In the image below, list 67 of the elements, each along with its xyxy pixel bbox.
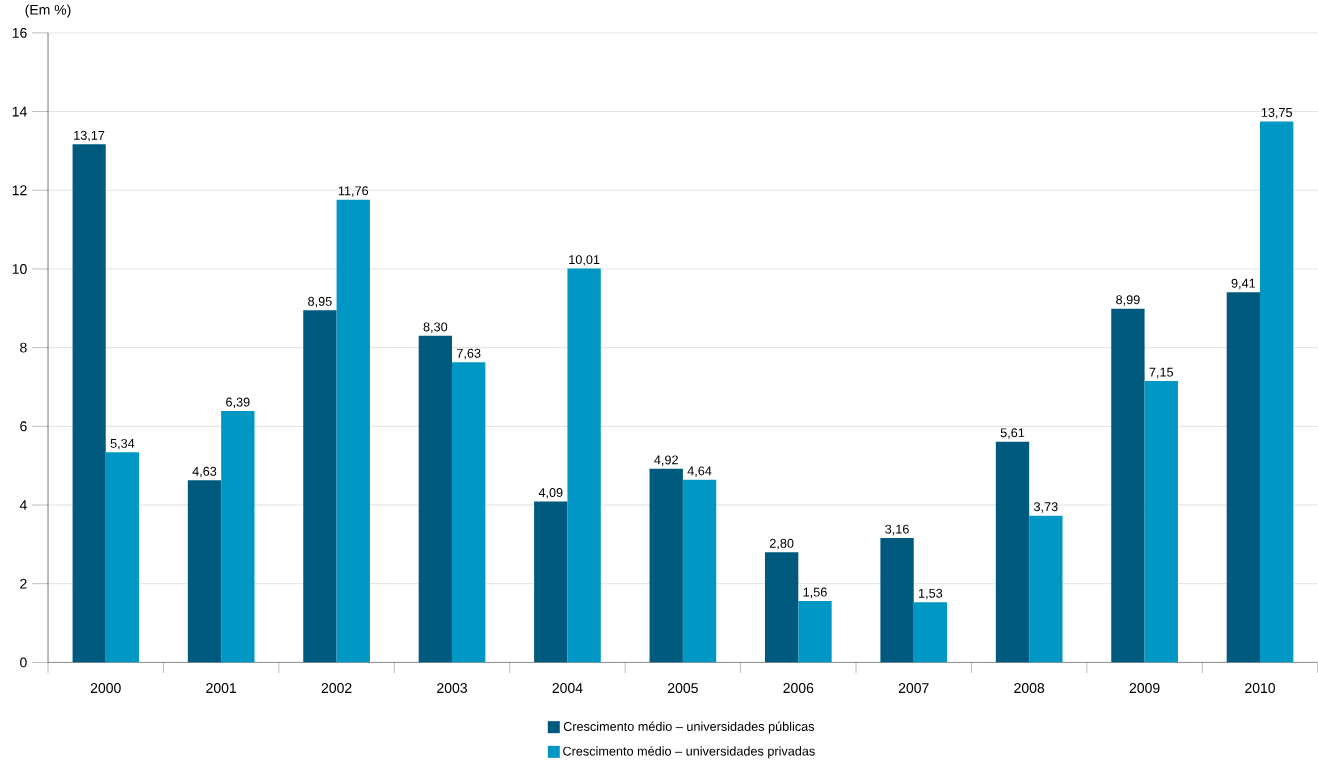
bar — [1111, 308, 1145, 663]
x-tick-label: 2001 — [206, 683, 237, 693]
x-tick-label: 2010 — [1245, 683, 1276, 693]
data-label: 7,15 — [1149, 367, 1174, 379]
data-label: 4,64 — [687, 466, 712, 477]
data-label: 10,01 — [569, 255, 600, 266]
bar — [567, 268, 601, 663]
x-tick-label: 2006 — [783, 683, 814, 693]
y-tick-label: 2 — [20, 578, 27, 589]
bar — [682, 479, 717, 663]
bar — [1029, 515, 1063, 663]
data-label: 7,63 — [457, 348, 481, 360]
data-label: 13,17 — [74, 130, 105, 142]
x-tick-label: 2009 — [1129, 683, 1160, 693]
y-tick-label: 0 — [20, 657, 27, 668]
data-label: 4,63 — [192, 466, 217, 478]
bar — [1226, 292, 1261, 663]
legend-label: Crescimento médio – universidades públicas — [563, 721, 815, 734]
data-label: 2,80 — [769, 538, 794, 550]
bar — [418, 335, 453, 663]
data-label: 8,95 — [308, 296, 332, 308]
y-tick-label: 12 — [12, 185, 27, 196]
x-tick-label: 2003 — [437, 683, 467, 693]
bar — [995, 441, 1030, 663]
bar — [452, 362, 486, 663]
y-tick-label: 4 — [19, 500, 27, 510]
data-label: 4,09 — [538, 488, 563, 499]
bar — [913, 602, 948, 663]
bar — [1144, 381, 1178, 663]
bar — [649, 468, 683, 663]
x-tick-label: 2002 — [321, 683, 352, 693]
bar — [105, 452, 140, 663]
y-tick-label: 14 — [12, 106, 27, 117]
data-label: 5,61 — [1000, 428, 1025, 439]
x-tick-label: 2000 — [90, 683, 121, 693]
data-label: 1,56 — [803, 587, 827, 599]
data-label: 3,16 — [885, 524, 909, 536]
data-label: 5,34 — [110, 438, 135, 450]
data-label: 3,73 — [1033, 502, 1058, 513]
bar — [187, 480, 222, 663]
data-label: 11,76 — [338, 186, 369, 197]
data-label: 8,99 — [1116, 295, 1140, 306]
bar — [880, 538, 914, 663]
bar — [221, 410, 255, 663]
bar — [1260, 121, 1294, 663]
y-tick-label: 8 — [20, 342, 27, 353]
data-label: 4,92 — [654, 455, 678, 466]
data-label: 1,53 — [919, 588, 943, 600]
bar — [72, 144, 106, 663]
y-tick-label: 10 — [12, 263, 27, 274]
legend-label: Crescimento médio – universidades privadas — [563, 746, 815, 759]
x-tick-label: 2008 — [1014, 683, 1045, 693]
data-label: 9,41 — [1231, 278, 1256, 290]
bar — [336, 199, 370, 663]
x-tick-label: 2005 — [668, 683, 698, 693]
y-axis-title: (Em %) — [25, 4, 71, 18]
data-label: 8,30 — [423, 322, 448, 333]
data-label: 6,39 — [226, 397, 250, 408]
data-label: 13,75 — [1261, 107, 1293, 119]
bar — [764, 552, 799, 663]
bar — [534, 501, 568, 663]
y-tick-label: 6 — [20, 421, 27, 432]
bar — [303, 310, 337, 663]
bar — [798, 600, 832, 663]
x-tick-label: 2004 — [552, 683, 583, 693]
y-tick-label: 16 — [12, 27, 27, 38]
x-tick-label: 2007 — [898, 683, 929, 693]
